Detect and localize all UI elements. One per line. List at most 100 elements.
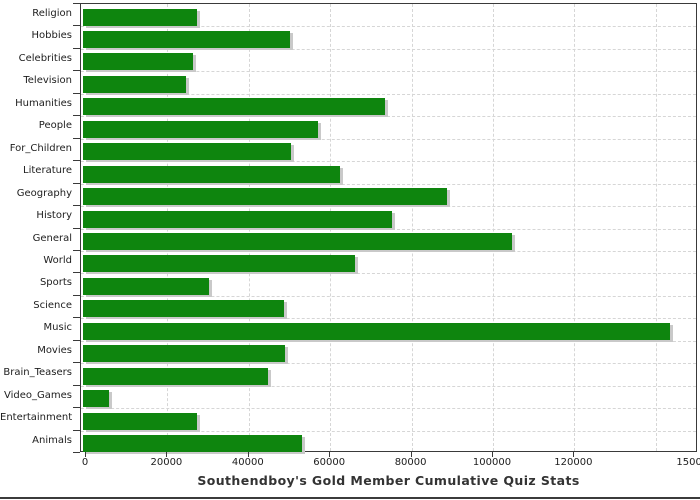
x-tick-mark (573, 452, 575, 457)
bar-movies (83, 345, 285, 363)
category-label: Television (23, 75, 72, 87)
vertical-gridline (574, 4, 576, 451)
bar-music (83, 322, 670, 340)
category-label: Animals (32, 434, 72, 446)
bar-sports (83, 277, 210, 295)
x-tick-label: 100000 (472, 457, 512, 468)
horizontal-gridline (81, 206, 696, 208)
category-label: People (38, 120, 72, 132)
horizontal-gridline (81, 385, 696, 387)
x-tick-mark (85, 452, 86, 457)
bar-animals (83, 435, 302, 453)
bar-geography (83, 188, 447, 206)
category-label: Sports (39, 277, 72, 289)
y-tick-mark (73, 182, 80, 184)
x-axis-end-label: 150000 (676, 457, 700, 468)
category-label: Literature (23, 165, 72, 177)
x-tick-label: 20000 (150, 457, 183, 468)
category-label: Movies (37, 344, 72, 356)
category-label: World (43, 254, 72, 266)
x-tick-mark (410, 452, 412, 457)
horizontal-gridline (81, 26, 696, 28)
bar-brain_teasers (83, 367, 269, 385)
y-tick-mark (73, 429, 80, 431)
y-tick-mark (73, 205, 80, 207)
bar-general (83, 233, 512, 250)
plot-area (80, 3, 697, 453)
y-tick-mark (73, 227, 80, 229)
category-label: Brain_Teasers (3, 367, 72, 379)
horizontal-gridline (81, 273, 696, 275)
bar-humanities (83, 98, 386, 116)
bottom-divider (0, 497, 700, 499)
horizontal-gridline (81, 250, 696, 252)
bar-for_children (83, 143, 291, 161)
x-tick-label: 40000 (231, 457, 264, 468)
horizontal-gridline (81, 138, 696, 140)
bar-celebrities (83, 53, 194, 71)
y-tick-mark (73, 339, 80, 341)
x-tick-mark (166, 452, 168, 457)
y-tick-mark (73, 294, 80, 296)
x-tick-mark (247, 452, 249, 457)
x-tick-mark (329, 452, 331, 457)
y-tick-mark (73, 25, 80, 27)
y-tick-mark (73, 70, 80, 72)
y-tick-mark (73, 362, 80, 364)
horizontal-gridline (81, 228, 696, 230)
x-tick-label: 60000 (313, 457, 346, 468)
y-tick-mark (73, 115, 80, 117)
category-label: History (36, 210, 72, 222)
chart-title: Southendboy's Gold Member Cumulative Qui… (197, 473, 580, 488)
category-label: Entertainment (0, 412, 73, 424)
horizontal-gridline (81, 161, 696, 163)
x-tick-label: 0 (81, 457, 89, 468)
horizontal-gridline (81, 116, 696, 118)
horizontal-gridline (81, 408, 696, 410)
horizontal-gridline (81, 48, 696, 50)
bar-video_games (83, 390, 110, 408)
y-tick-mark (73, 160, 80, 162)
horizontal-gridline (81, 93, 696, 95)
bar-hobbies (83, 30, 291, 48)
bar-entertainment (83, 412, 197, 430)
horizontal-gridline (81, 363, 696, 365)
horizontal-gridline (81, 340, 696, 342)
category-label: Science (33, 299, 72, 311)
category-label: Hobbies (31, 30, 72, 42)
vertical-gridline (411, 4, 413, 451)
horizontal-gridline (81, 318, 696, 320)
y-tick-mark (73, 3, 80, 4)
bar-literature (83, 165, 340, 183)
y-tick-mark (73, 452, 80, 453)
y-tick-mark (73, 272, 80, 274)
x-tick-label: 120000 (554, 457, 593, 468)
vertical-gridline (493, 4, 494, 451)
y-tick-mark (73, 92, 80, 94)
category-label: General (32, 232, 72, 244)
category-label: Celebrities (18, 52, 72, 64)
y-tick-mark (73, 137, 80, 139)
category-label: Geography (16, 187, 72, 199)
y-tick-mark (73, 249, 80, 251)
x-tick-mark (492, 452, 493, 457)
bar-television (83, 75, 186, 93)
y-tick-mark (73, 384, 80, 386)
y-tick-mark (73, 407, 80, 409)
category-label: Video_Games (4, 389, 72, 401)
category-label: Humanities (15, 97, 72, 109)
category-label: For_Children (9, 142, 72, 154)
horizontal-gridline (81, 71, 696, 73)
bar-religion (83, 8, 197, 26)
bar-world (83, 255, 356, 273)
bar-science (83, 300, 284, 318)
category-label: Religion (32, 8, 72, 19)
bar-history (83, 210, 392, 228)
vertical-gridline (655, 4, 657, 451)
horizontal-gridline (81, 430, 696, 432)
category-label: Music (43, 322, 72, 334)
bar-people (83, 120, 319, 138)
y-tick-mark (73, 317, 80, 319)
x-tick-label: 80000 (394, 457, 427, 468)
